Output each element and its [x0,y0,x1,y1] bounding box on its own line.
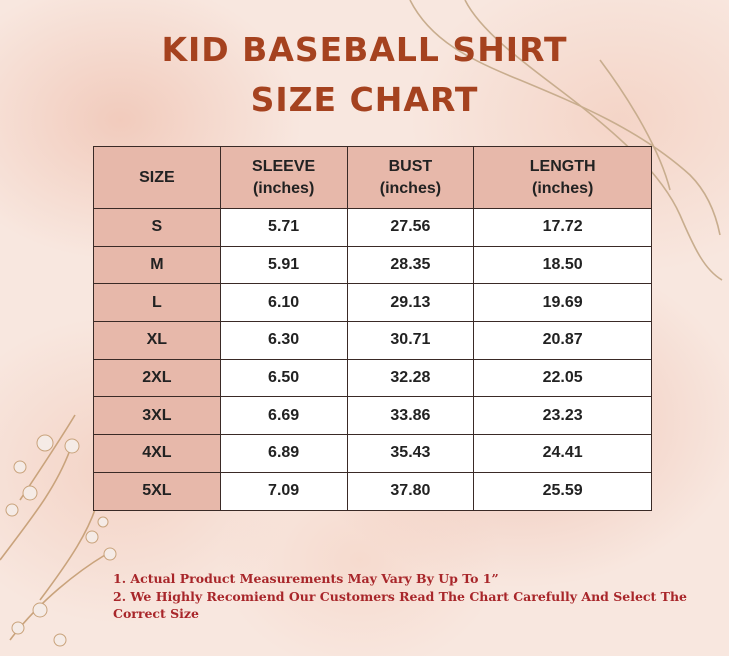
flower-buds [5,434,117,647]
size-cell: 2XL [93,358,221,398]
size-cell: XL [93,321,221,360]
bust-cell: 28.35 [346,245,475,285]
header-size: SIZE [93,146,221,209]
length-cell: 25.59 [473,471,652,511]
notes-block: 1. Actual Product Measurements May Vary … [113,570,718,623]
size-cell: 4XL [93,434,221,473]
sleeve-cell: 5.71 [219,208,348,247]
table-row: L 6.10 29.13 19.69 [93,283,652,323]
size-cell: M [93,245,221,285]
header-sleeve: SLEEVE (inches) [219,146,348,209]
note-1: 1. Actual Product Measurements May Vary … [113,571,499,586]
length-cell: 23.23 [473,396,652,436]
title-line-2: SIZE CHART [250,80,479,119]
length-cell: 20.87 [473,321,652,360]
sleeve-cell: 6.50 [219,358,348,398]
sleeve-cell: 6.69 [219,396,348,436]
length-cell: 24.41 [473,434,652,473]
bust-cell: 32.28 [346,358,475,398]
table-row: 4XL 6.89 35.43 24.41 [93,434,652,473]
header-length: LENGTH (inches) [473,146,652,209]
bust-cell: 35.43 [346,434,475,473]
length-cell: 17.72 [473,208,652,247]
title-line-1: KID BASEBALL SHIRT [161,30,568,69]
table-row: M 5.91 28.35 18.50 [93,245,652,285]
bust-cell: 33.86 [346,396,475,436]
table-row: XL 6.30 30.71 20.87 [93,321,652,360]
table-row: 5XL 7.09 37.80 25.59 [93,471,652,511]
bust-cell: 29.13 [346,283,475,323]
size-cell: 3XL [93,396,221,436]
length-cell: 18.50 [473,245,652,285]
size-cell: S [93,208,221,247]
sleeve-cell: 6.30 [219,321,348,360]
table-row: S 5.71 27.56 17.72 [93,208,652,247]
bust-cell: 37.80 [346,471,475,511]
header-bust: BUST (inches) [346,146,475,209]
size-cell: L [93,283,221,323]
twig-lines [409,0,723,281]
bust-cell: 27.56 [346,208,475,247]
size-cell: 5XL [93,471,221,511]
length-cell: 19.69 [473,283,652,323]
sleeve-cell: 6.10 [219,283,348,323]
sleeve-cell: 7.09 [219,471,348,511]
flower-branch [0,414,106,641]
table-row: 2XL 6.50 32.28 22.05 [93,358,652,398]
size-chart-table: SIZE SLEEVE (inches) BUST (inches) LENGTH(… [93,146,652,511]
sleeve-cell: 5.91 [219,245,348,285]
bust-cell: 30.71 [346,321,475,360]
table-header-row: SIZE SLEEVE (inches) BUST (inches) LENGTH(… [93,146,652,209]
note-2: 2. We Highly Recomiend Our Customers Rea… [113,588,688,622]
length-cell: 22.05 [473,358,652,398]
table-row: 3XL 6.69 33.86 23.23 [93,396,652,436]
sleeve-cell: 6.89 [219,434,348,473]
